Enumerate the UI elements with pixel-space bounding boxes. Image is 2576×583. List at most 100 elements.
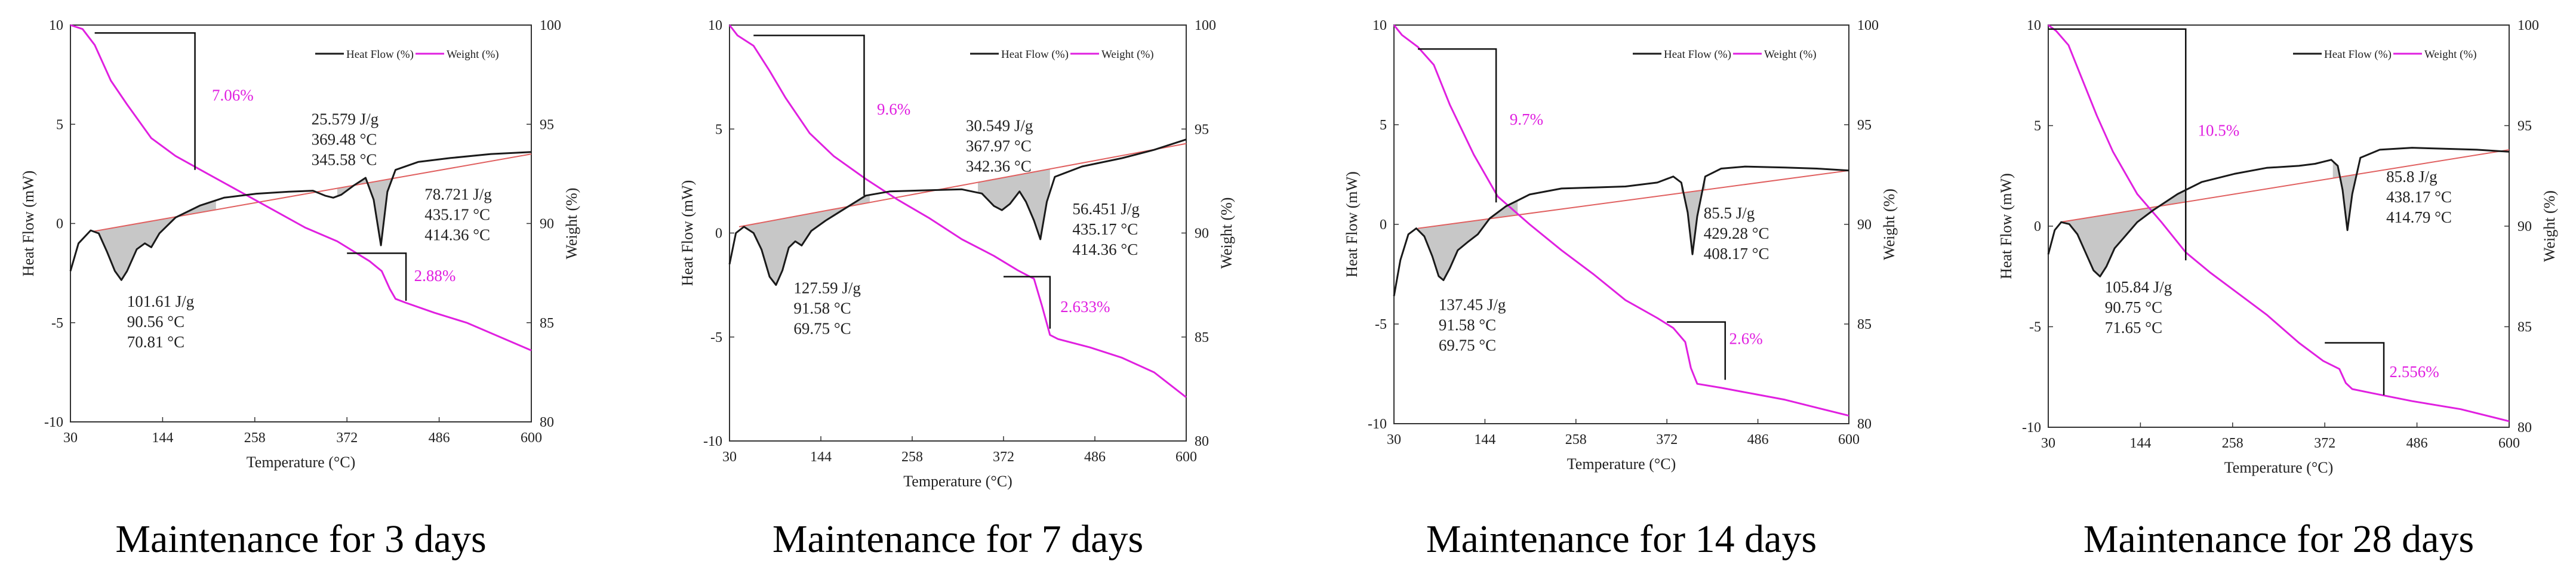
mass-loss-step-1 xyxy=(94,32,196,170)
peak-annotation-line: 345.58 °C xyxy=(312,150,377,168)
right-tick-label: 100 xyxy=(1857,18,1879,33)
right-tick-label: 90 xyxy=(2517,219,2532,235)
right-axis-title: Weight (%) xyxy=(1218,198,1235,269)
x-axis-title: Temperature (°C) xyxy=(2224,459,2334,476)
left-tick-label: -5 xyxy=(2029,320,2041,335)
legend-heat-label: Heat Flow (%) xyxy=(1664,48,1731,61)
left-tick-label: 10 xyxy=(1372,18,1387,33)
peak-annotation-line: 85.8 J/g xyxy=(2386,168,2437,186)
heat-flow-curve xyxy=(69,151,532,281)
x-tick-label: 486 xyxy=(1747,432,1769,448)
x-tick-label: 30 xyxy=(63,430,78,446)
left-tick-label: -5 xyxy=(710,330,722,346)
peak-annotation-line: 435.17 °C xyxy=(424,206,490,224)
peak-annotation-line: 367.97 °C xyxy=(966,137,1032,155)
x-tick-label: 258 xyxy=(2222,436,2243,451)
peak-annotation-line: 71.65 °C xyxy=(2105,319,2162,337)
right-tick-label: 100 xyxy=(1195,18,1216,33)
left-tick-label: 0 xyxy=(1380,217,1387,233)
x-tick-label: 144 xyxy=(152,430,173,446)
mass-loss-step-2 xyxy=(2325,342,2385,396)
x-tick-label: 30 xyxy=(1387,432,1401,448)
left-axis-title: Heat Flow (mW) xyxy=(1343,171,1361,277)
x-tick-label: 486 xyxy=(1084,449,1106,465)
right-tick-label: 95 xyxy=(1195,122,1209,137)
mass-loss-step-1 xyxy=(1418,48,1497,203)
left-tick-label: -10 xyxy=(44,415,63,430)
left-tick-label: -10 xyxy=(703,434,722,449)
panel-caption: Maintenance for 28 days xyxy=(2083,517,2474,561)
peak-area-2 xyxy=(978,169,1050,239)
peak-annotation-line: 56.451 J/g xyxy=(1072,200,1140,218)
baseline-line xyxy=(738,143,1187,228)
peak-annotation-line: 90.56 °C xyxy=(127,313,184,331)
chart-panel-3: 30 144 258 372 486 600 -10 -5 0 5 10 80 85 90 95 100 Tem… xyxy=(1343,18,1898,561)
left-tick-label: -10 xyxy=(2022,420,2041,436)
legend-heat-label: Heat Flow (%) xyxy=(346,48,414,61)
right-axis-title: Weight (%) xyxy=(1881,189,1898,260)
left-axis-title: Heat Flow (mW) xyxy=(20,171,37,277)
peak-annotation-line: 408.17 °C xyxy=(1704,245,1769,263)
left-tick-label: 0 xyxy=(56,217,63,232)
panel-caption: Maintenance for 7 days xyxy=(773,517,1143,561)
left-tick-label: 10 xyxy=(49,18,63,33)
right-axis-title: Weight (%) xyxy=(2541,190,2558,262)
right-axis-title: Weight (%) xyxy=(563,188,580,260)
left-tick-label: 10 xyxy=(2027,18,2041,33)
right-tick-label: 80 xyxy=(2517,420,2532,436)
right-tick-label: 100 xyxy=(540,18,561,33)
right-tick-label: 90 xyxy=(540,217,554,232)
mass-loss-label-1: 9.7% xyxy=(1510,110,1543,128)
panel-caption: Maintenance for 3 days xyxy=(115,517,486,561)
mass-loss-label-1: 10.5% xyxy=(2198,121,2240,139)
peak-annotation-line: 91.58 °C xyxy=(793,300,851,317)
peak-area-2 xyxy=(1681,176,1706,255)
right-tick-label: 85 xyxy=(1195,330,1209,346)
right-tick-label: 90 xyxy=(1857,217,1872,233)
peak-annotation-1: 85.5 J/g 429.28 °C 408.17 °C xyxy=(1704,204,1769,263)
heat-flow-curve xyxy=(728,138,1187,286)
left-tick-label: 0 xyxy=(715,226,722,242)
baseline-line xyxy=(2060,149,2510,223)
right-tick-label: 80 xyxy=(540,415,554,430)
heat-flow-curve xyxy=(1393,165,1849,297)
x-tick-label: 486 xyxy=(2406,436,2428,451)
x-tick-label: 600 xyxy=(1838,432,1860,448)
mass-loss-step-2 xyxy=(1667,321,1726,380)
peak-annotation-line: 342.36 °C xyxy=(966,158,1032,175)
peak-annotation-line: 90.75 °C xyxy=(2105,298,2162,316)
x-tick-label: 372 xyxy=(993,449,1014,465)
left-tick-label: 5 xyxy=(1380,118,1387,133)
left-tick-label: 10 xyxy=(708,18,722,33)
peak-annotation-2: 137.45 J/g 91.58 °C 69.75 °C xyxy=(1439,296,1506,354)
mass-loss-label-2: 2.6% xyxy=(1729,329,1762,347)
peak-area-1 xyxy=(1418,200,1518,280)
weight-curve xyxy=(728,24,1187,398)
right-tick-label: 90 xyxy=(1195,226,1209,242)
mass-loss-step-1 xyxy=(753,35,865,196)
peak-annotation-3: 127.59 J/g 91.58 °C 69.75 °C xyxy=(793,279,861,338)
x-tick-label: 258 xyxy=(1565,432,1587,448)
peak-annotation-line: 429.28 °C xyxy=(1704,224,1769,242)
x-tick-label: 30 xyxy=(2041,436,2055,451)
x-tick-label: 600 xyxy=(2498,436,2520,451)
right-tick-label: 95 xyxy=(1857,118,1872,133)
x-tick-label: 372 xyxy=(336,430,358,446)
mass-loss-step-2 xyxy=(347,252,407,301)
right-tick-label: 80 xyxy=(1857,417,1872,432)
peak-area-1 xyxy=(2063,190,2186,277)
peak-annotation-2: 78.721 J/g 435.17 °C 414.36 °C xyxy=(424,186,492,244)
chart-panel-2: 30 144 258 372 486 600 -10 -5 0 5 10 80 85 90 95 100 Tem… xyxy=(679,18,1235,561)
peak-annotation-line: 101.61 J/g xyxy=(127,292,195,310)
chart-panel-1: 30 144 258 372 486 600 -10 -5 0 5 10 80 85 90 95 100 Tem… xyxy=(20,18,580,561)
peak-annotation-line: 78.721 J/g xyxy=(424,186,492,203)
peak-annotation-line: 69.75 °C xyxy=(793,320,851,338)
peak-annotation-1: 30.549 J/g 367.97 °C 342.36 °C xyxy=(966,117,1033,175)
x-axis-title: Temperature (°C) xyxy=(247,454,356,471)
mass-loss-step-1 xyxy=(2048,28,2187,261)
legend-weight-label: Weight (%) xyxy=(1764,48,1817,61)
mass-loss-label-2: 2.556% xyxy=(2390,363,2439,381)
right-tick-label: 85 xyxy=(540,316,554,331)
x-tick-label: 600 xyxy=(521,430,542,446)
